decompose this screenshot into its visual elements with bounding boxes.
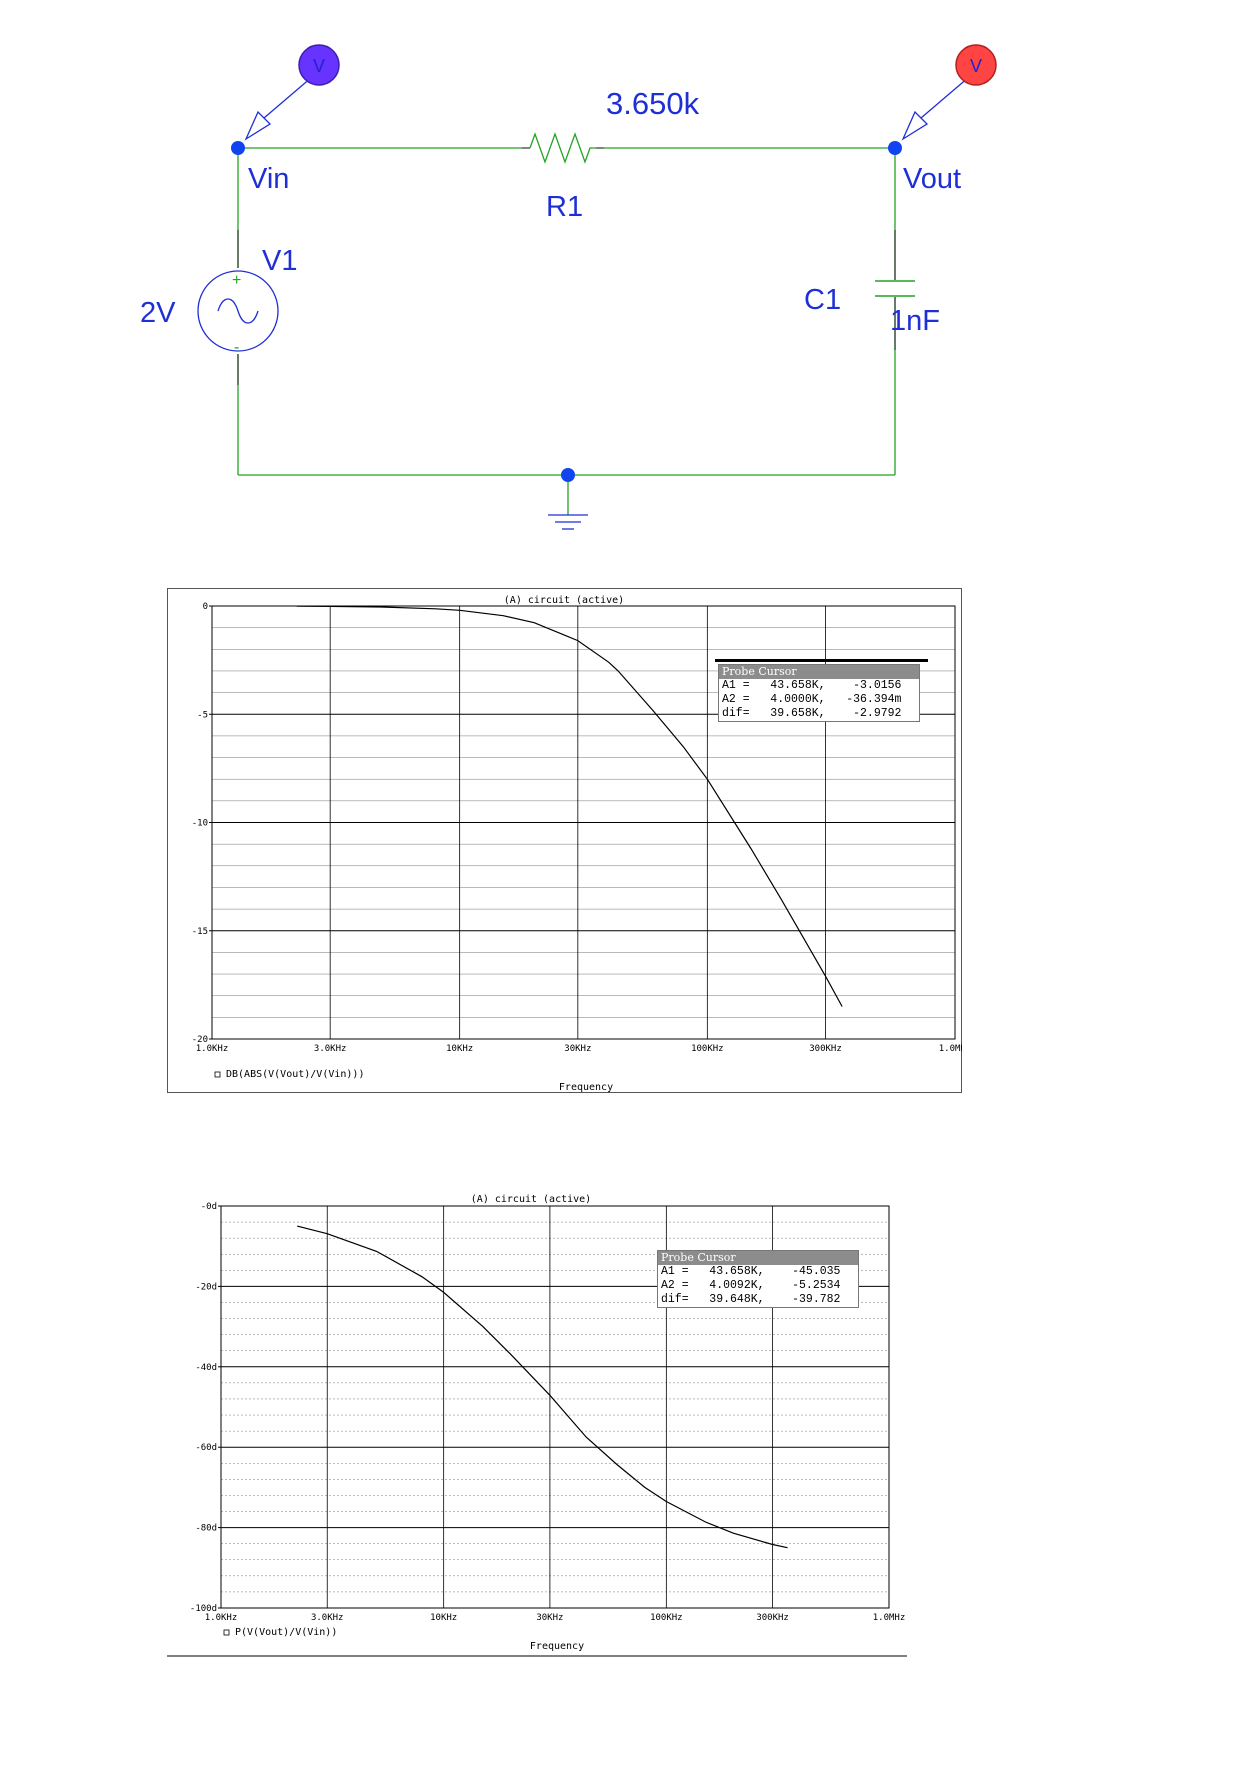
probe-cursor-title: Probe Cursor [719, 665, 919, 679]
y-tick-label: -20 [192, 1035, 208, 1045]
plot2-title: (A) circuit (active) [471, 1194, 591, 1205]
y-tick-label: -10 [192, 819, 208, 829]
r1-name-label: R1 [546, 191, 583, 223]
v1-value-label: 2V [140, 297, 176, 329]
v1-name-label: V1 [262, 245, 297, 277]
y-tick-label: -0d [201, 1202, 217, 1212]
probe-vout-label: V [970, 56, 982, 76]
y-tick-label: -15 [192, 927, 208, 937]
v1-plus-sign: + [232, 272, 241, 289]
plot2-trace-label: P(V(Vout)/V(Vin)) [235, 1627, 337, 1638]
vout-node-label: Vout [903, 163, 961, 195]
probe-vin-label: V [313, 56, 325, 76]
vin-node-label: Vin [248, 163, 289, 195]
probe-cursor-title: Probe Cursor [658, 1251, 858, 1265]
y-tick-label: -40d [195, 1363, 217, 1373]
trace-legend-marker [223, 1629, 230, 1636]
y-tick-label: 0 [203, 602, 208, 612]
c1-value-label: 1nF [890, 305, 940, 337]
probe-cursor-panel-2[interactable]: Probe Cursor A1 = 43.658K, -45.035 A2 = … [657, 1250, 859, 1308]
capacitor-c1-symbol[interactable] [875, 280, 915, 297]
x-tick-label: 1.0KHz [205, 1613, 238, 1623]
c1-name-label: C1 [804, 284, 841, 316]
node-vin [231, 141, 245, 155]
plot1-xlabel: Frequency [559, 1082, 613, 1093]
cursor-row-a1: A1 = 43.658K, -45.035 [661, 1265, 841, 1278]
cursor-row-dif: dif= 39.648K, -39.782 [661, 1293, 841, 1306]
x-tick-label: 1.0MHz [939, 1044, 962, 1054]
cursor-row-a2: A2 = 4.0000K, -36.394m [722, 693, 902, 706]
cursor-row-a1: A1 = 43.658K, -3.0156 [722, 679, 902, 692]
r1-value-label: 3.650k [606, 86, 700, 121]
voltage-probe-vout-icon[interactable] [901, 44, 997, 141]
x-tick-label: 100KHz [650, 1613, 683, 1623]
x-tick-label: 30KHz [536, 1613, 563, 1623]
plot1-trace-label: DB(ABS(V(Vout)/V(Vin))) [226, 1069, 364, 1080]
magnitude-trace [296, 605, 843, 1007]
voltage-probe-vin-icon[interactable] [244, 44, 340, 141]
trace-legend-marker [214, 1071, 221, 1078]
y-tick-label: -5 [197, 710, 208, 720]
plot2-xlabel: Frequency [530, 1641, 584, 1652]
x-tick-label: 10KHz [430, 1613, 457, 1623]
x-tick-label: 300KHz [756, 1613, 789, 1623]
y-tick-label: -60d [195, 1443, 217, 1453]
x-tick-label: 1.0KHz [196, 1044, 229, 1054]
y-tick-label: -100d [190, 1604, 217, 1614]
x-tick-label: 10KHz [446, 1044, 473, 1054]
x-tick-label: 3.0KHz [314, 1044, 347, 1054]
phase-trace [297, 1225, 788, 1549]
cursor-row-a2: A2 = 4.0092K, -5.2534 [661, 1279, 841, 1292]
cursor-row-dif: dif= 39.658K, -2.9792 [722, 707, 902, 720]
resistor-r1-symbol[interactable] [529, 132, 596, 164]
circuit-schematic: + - V V 3.650k R1 Vin Vout V1 2V C1 1nF [140, 44, 997, 530]
node-ground [561, 468, 575, 482]
ground-icon [548, 514, 588, 530]
voltage-source-v1-symbol[interactable] [197, 270, 279, 352]
y-tick-label: -20d [195, 1282, 217, 1292]
v1-minus-sign: - [234, 339, 239, 356]
x-tick-label: 100KHz [691, 1044, 724, 1054]
node-vout [888, 141, 902, 155]
x-tick-label: 1.0MHz [873, 1613, 906, 1623]
x-tick-label: 3.0KHz [311, 1613, 344, 1623]
plot1-title: (A) circuit (active) [504, 595, 624, 606]
x-tick-label: 30KHz [564, 1044, 591, 1054]
y-tick-label: -80d [195, 1524, 217, 1534]
probe-cursor-panel-1[interactable]: Probe Cursor A1 = 43.658K, -3.0156 A2 = … [718, 664, 920, 722]
x-tick-label: 300KHz [809, 1044, 842, 1054]
